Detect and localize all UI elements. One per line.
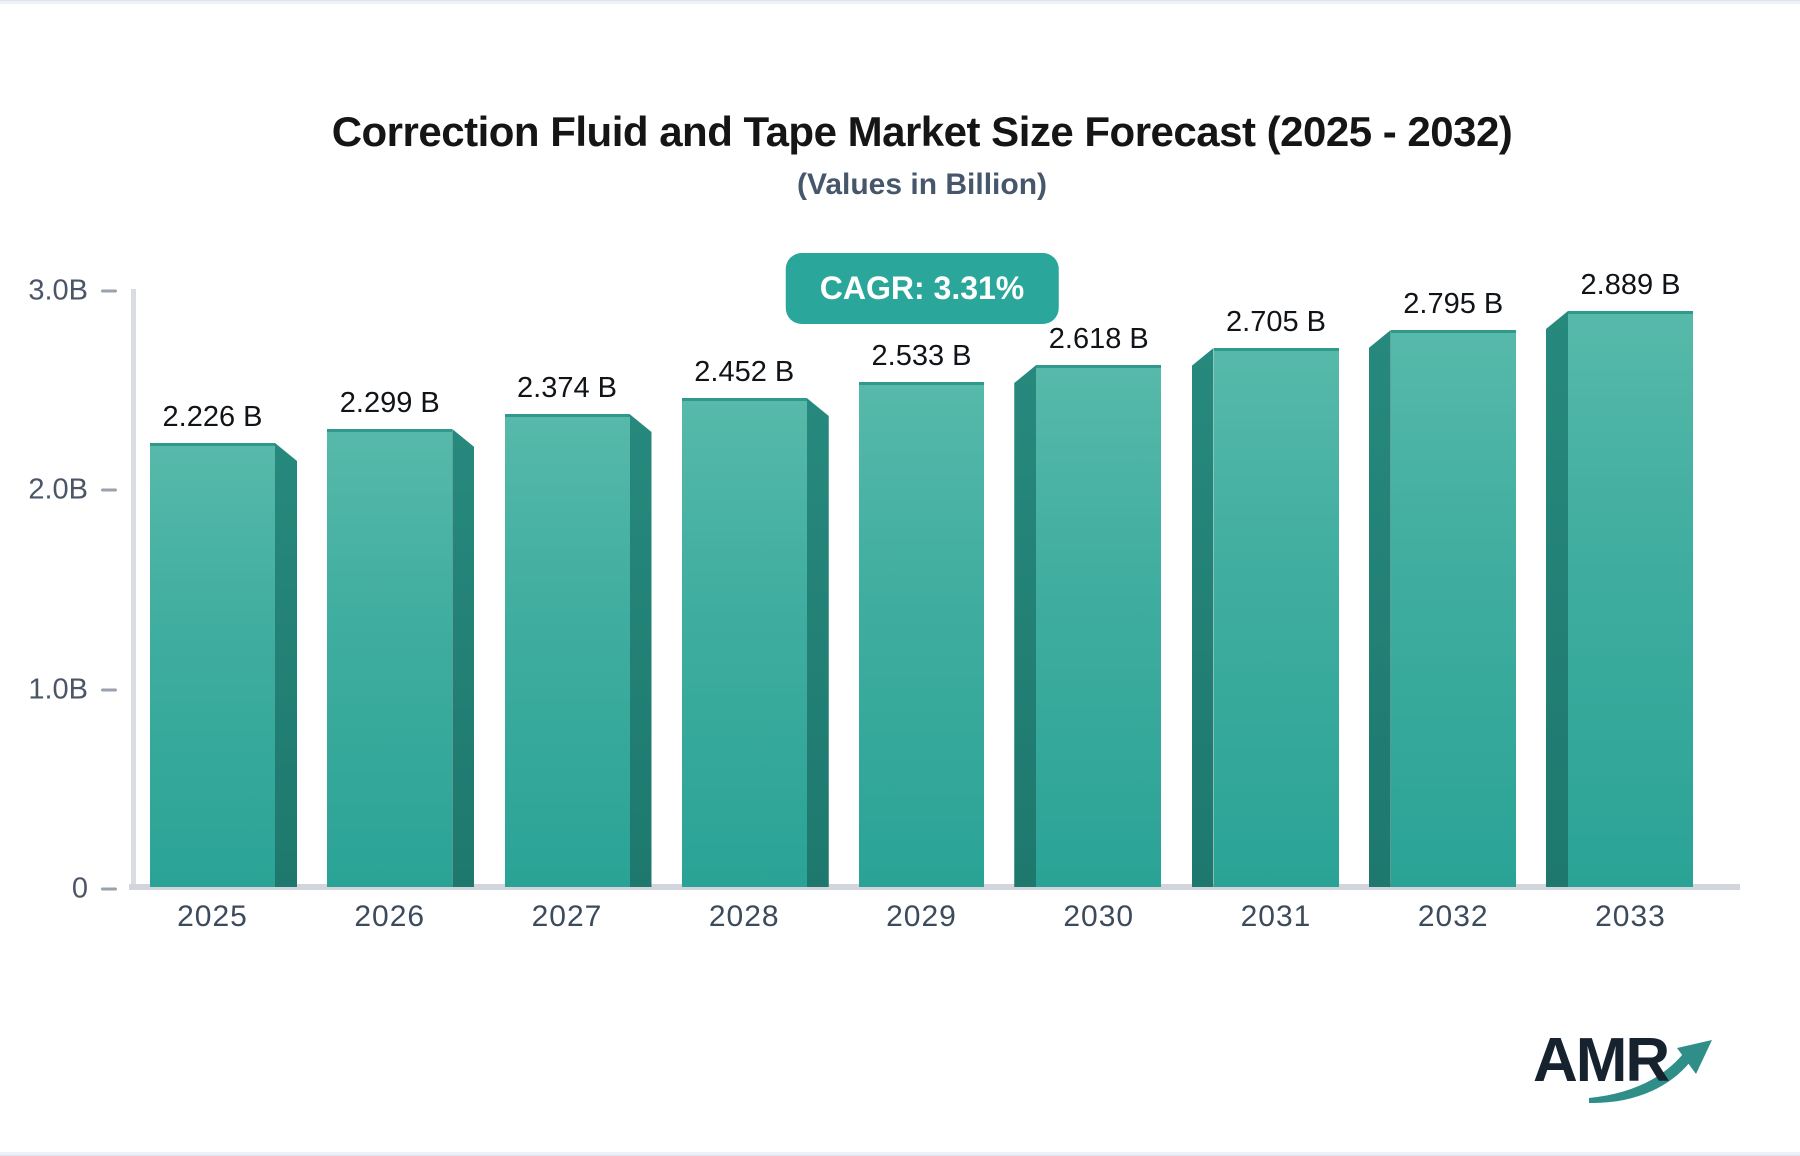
x-tick-label-2032: 2032 (1417, 900, 1489, 933)
bar-side-2025 (275, 443, 297, 887)
bar-value-label-2025: 2.226 B (162, 401, 263, 433)
y-tick-mark-2.0B (101, 488, 117, 492)
bar-2025 (150, 443, 275, 887)
bar-value-label-2033: 2.889 B (1580, 269, 1681, 301)
bar-value-label-2027: 2.374 B (517, 372, 617, 404)
y-tick-label-1.0B: 1.0B (28, 673, 88, 706)
bar-side-2032 (1368, 330, 1391, 887)
bar-side-2028 (806, 398, 829, 887)
y-tick-label-2.0B: 2.0B (28, 473, 88, 506)
x-tick-label-2027: 2027 (531, 900, 603, 933)
chart-title: Correction Fluid and Tape Market Size Fo… (331, 108, 1513, 155)
bar-value-label-2026: 2.299 B (339, 387, 440, 419)
x-tick-label-2025: 2025 (177, 900, 248, 933)
y-tick-label-3.0B: 3.0B (28, 274, 88, 307)
y-axis-line (131, 289, 136, 889)
x-tick-label-2033: 2033 (1595, 900, 1666, 933)
bar-value-label-2030: 2.618 B (1048, 323, 1149, 355)
cagr-badge: CAGR: 3.31% (785, 253, 1059, 324)
x-tick-label-2026: 2026 (354, 900, 426, 933)
bar-2031 (1213, 348, 1339, 887)
y-tick-label-0: 0 (71, 872, 88, 905)
bar-2028 (681, 398, 807, 887)
bar-value-label-2028: 2.452 B (694, 356, 795, 388)
x-tick-label-2029: 2029 (886, 900, 957, 933)
amr-logo-text: AMR (1533, 1026, 1670, 1095)
bar-value-label-2029: 2.533 B (871, 340, 972, 372)
bar-2029 (859, 382, 984, 887)
x-axis-line (129, 884, 1740, 890)
bar-side-2026 (452, 429, 475, 887)
bar-side-2027 (629, 414, 652, 887)
trending-up-arrow-icon (1589, 1040, 1712, 1104)
x-tick-label-2028: 2028 (708, 900, 780, 933)
x-tick-label-2031: 2031 (1240, 900, 1312, 933)
bar-2026 (327, 429, 453, 887)
bar-2030 (1036, 365, 1162, 887)
bar-side-2030 (1014, 365, 1037, 887)
y-tick-mark-0 (101, 887, 117, 891)
bar-2033 (1568, 311, 1693, 887)
top-border-line (0, 0, 1800, 4)
bottom-border-line (0, 1152, 1800, 1156)
amr-logo: AMR (1533, 1030, 1713, 1110)
bar-side-2031 (1191, 348, 1214, 887)
bar-value-label-2032: 2.795 B (1403, 288, 1504, 320)
chart-subtitle: (Values in Billion) (796, 168, 1048, 201)
bar-2027 (504, 414, 630, 887)
y-tick-mark-3.0B (101, 289, 117, 293)
bar-2032 (1390, 330, 1516, 887)
bar-value-label-2031: 2.705 B (1226, 306, 1326, 338)
y-tick-mark-1.0B (101, 688, 117, 692)
x-tick-label-2030: 2030 (1063, 900, 1135, 933)
bar-side-2033 (1546, 311, 1568, 887)
